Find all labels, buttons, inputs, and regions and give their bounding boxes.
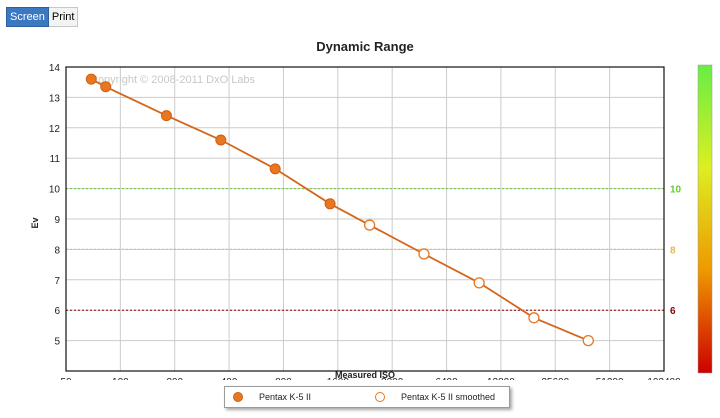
color-scale-bar <box>697 64 713 374</box>
x-axis-label: Measured ISO <box>335 370 395 380</box>
x-tick-label: 6400 <box>435 377 458 380</box>
y-axis-label: Ev <box>30 217 40 228</box>
data-point <box>215 134 227 146</box>
smoothed-data-point <box>528 312 540 324</box>
x-tick-label: 200 <box>166 377 183 380</box>
y-tick-label: 13 <box>49 93 61 104</box>
reference-lines: 10 8 6 <box>66 185 682 317</box>
y-tick-label: 6 <box>54 306 60 317</box>
hollow-circle-icon <box>375 392 385 402</box>
y-tick-labels: 5 6 7 8 9 10 11 12 13 14 <box>49 63 61 348</box>
smoothed-data-point <box>473 277 485 289</box>
filled-circle-icon <box>233 392 243 402</box>
y-tick-label: 14 <box>49 63 61 74</box>
y-tick-label: 9 <box>54 215 60 226</box>
y-tick-label: 10 <box>49 185 61 196</box>
series-layer <box>85 73 594 347</box>
scale-bar <box>697 64 713 374</box>
legend-label: Pentax K-5 II smoothed <box>401 392 496 402</box>
chart-watermark: Copyright © 2008-2011 DxO Labs <box>90 74 256 86</box>
y-tick-label: 5 <box>54 337 60 348</box>
x-tick-label: 50 <box>60 377 72 380</box>
legend: Pentax K-5 II Pentax K-5 II smoothed <box>224 386 510 408</box>
x-tick-label: 12800 <box>487 377 515 380</box>
smoothed-data-point <box>363 219 376 231</box>
x-tick-label: 3200 <box>381 377 404 380</box>
data-point <box>324 198 336 210</box>
x-tick-label: 25600 <box>541 377 569 380</box>
x-tick-labels: 50 100 200 400 800 1600 3200 6400 12800 25600 5120… <box>60 377 681 380</box>
data-point <box>100 81 112 93</box>
view-tabs: Screen Print <box>6 7 79 27</box>
y-tick-label: 12 <box>49 124 61 135</box>
reference-label: 8 <box>670 245 676 256</box>
legend-item-pentax-k5-ii[interactable]: Pentax K-5 II <box>225 392 375 402</box>
x-tick-label: 100 <box>112 377 129 380</box>
x-tick-label: 51200 <box>596 377 624 380</box>
legend-item-pentax-k5-ii-smoothed[interactable]: Pentax K-5 II smoothed <box>375 392 495 402</box>
data-point <box>85 73 97 85</box>
tab-print[interactable]: Print <box>48 7 79 27</box>
grid-lines <box>66 67 664 371</box>
smoothed-data-point <box>582 334 594 347</box>
tab-screen[interactable]: Screen <box>6 7 49 27</box>
y-tick-label: 7 <box>54 276 60 287</box>
y-tick-label: 8 <box>54 245 60 256</box>
x-tick-label: 102400 <box>647 377 681 380</box>
x-tick-label: 800 <box>275 377 292 380</box>
dynamic-range-chart: Dynamic Range Copyright © 2008-2011 DxO … <box>30 39 713 380</box>
smoothed-data-point <box>418 248 430 260</box>
reference-label: 10 <box>670 185 682 196</box>
chart-title: Dynamic Range <box>316 39 414 54</box>
data-point <box>269 163 281 175</box>
reference-label: 6 <box>670 306 676 317</box>
y-tick-label: 11 <box>50 154 61 165</box>
legend-label: Pentax K-5 II <box>259 392 312 402</box>
data-point <box>160 110 172 122</box>
plot-frame <box>65 66 665 372</box>
x-tick-label: 1600 <box>327 377 350 380</box>
x-tick-label: 400 <box>221 377 238 380</box>
